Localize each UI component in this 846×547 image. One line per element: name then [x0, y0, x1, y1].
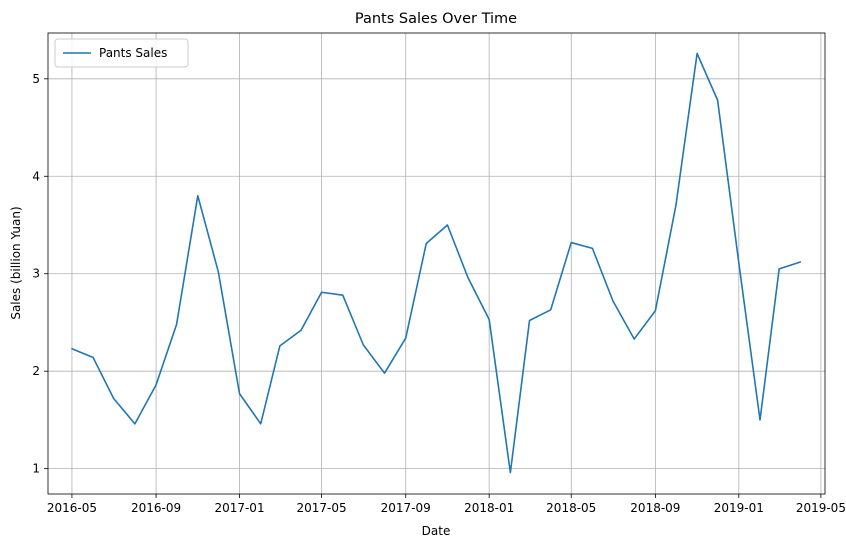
legend: Pants Sales: [54, 38, 189, 68]
x-axis-ticks: 2016-05 2016-09 2017-01 2017-05 2017-09 2018-…: [47, 494, 846, 515]
gridlines: [48, 33, 825, 494]
y-tick-label: 1: [32, 462, 40, 476]
y-tick-label: 5: [32, 72, 40, 86]
x-tick-label: 2016-09: [131, 501, 181, 515]
x-tick-label: 2016-05: [47, 501, 97, 515]
x-tick-label: 2017-01: [214, 501, 264, 515]
x-tick-label: 2019-05: [796, 501, 846, 515]
x-tick-label: 2019-01: [714, 501, 764, 515]
y-tick-label: 4: [32, 169, 40, 183]
x-tick-label: 2017-05: [297, 501, 347, 515]
plot-frame: [47, 32, 826, 495]
x-tick-label: 2018-05: [546, 501, 596, 515]
y-axis-title: Sales (billion Yuan): [9, 206, 23, 319]
chart-title: Pants Sales Over Time: [355, 11, 517, 27]
y-axis-ticks: 1 2 3 4 5: [32, 72, 48, 476]
series-layer: [71, 52, 802, 474]
x-axis-title: Date: [422, 524, 451, 538]
x-tick-label: 2018-01: [464, 501, 514, 515]
legend-box: [54, 38, 189, 68]
plot-area: [48, 33, 825, 494]
series-line-pants-sales: [71, 52, 802, 474]
x-tick-label: 2018-09: [630, 501, 680, 515]
y-tick-label: 2: [32, 364, 40, 378]
legend-label: Pants Sales: [99, 46, 167, 60]
x-tick-label: 2017-09: [381, 501, 431, 515]
y-tick-label: 3: [32, 267, 40, 281]
